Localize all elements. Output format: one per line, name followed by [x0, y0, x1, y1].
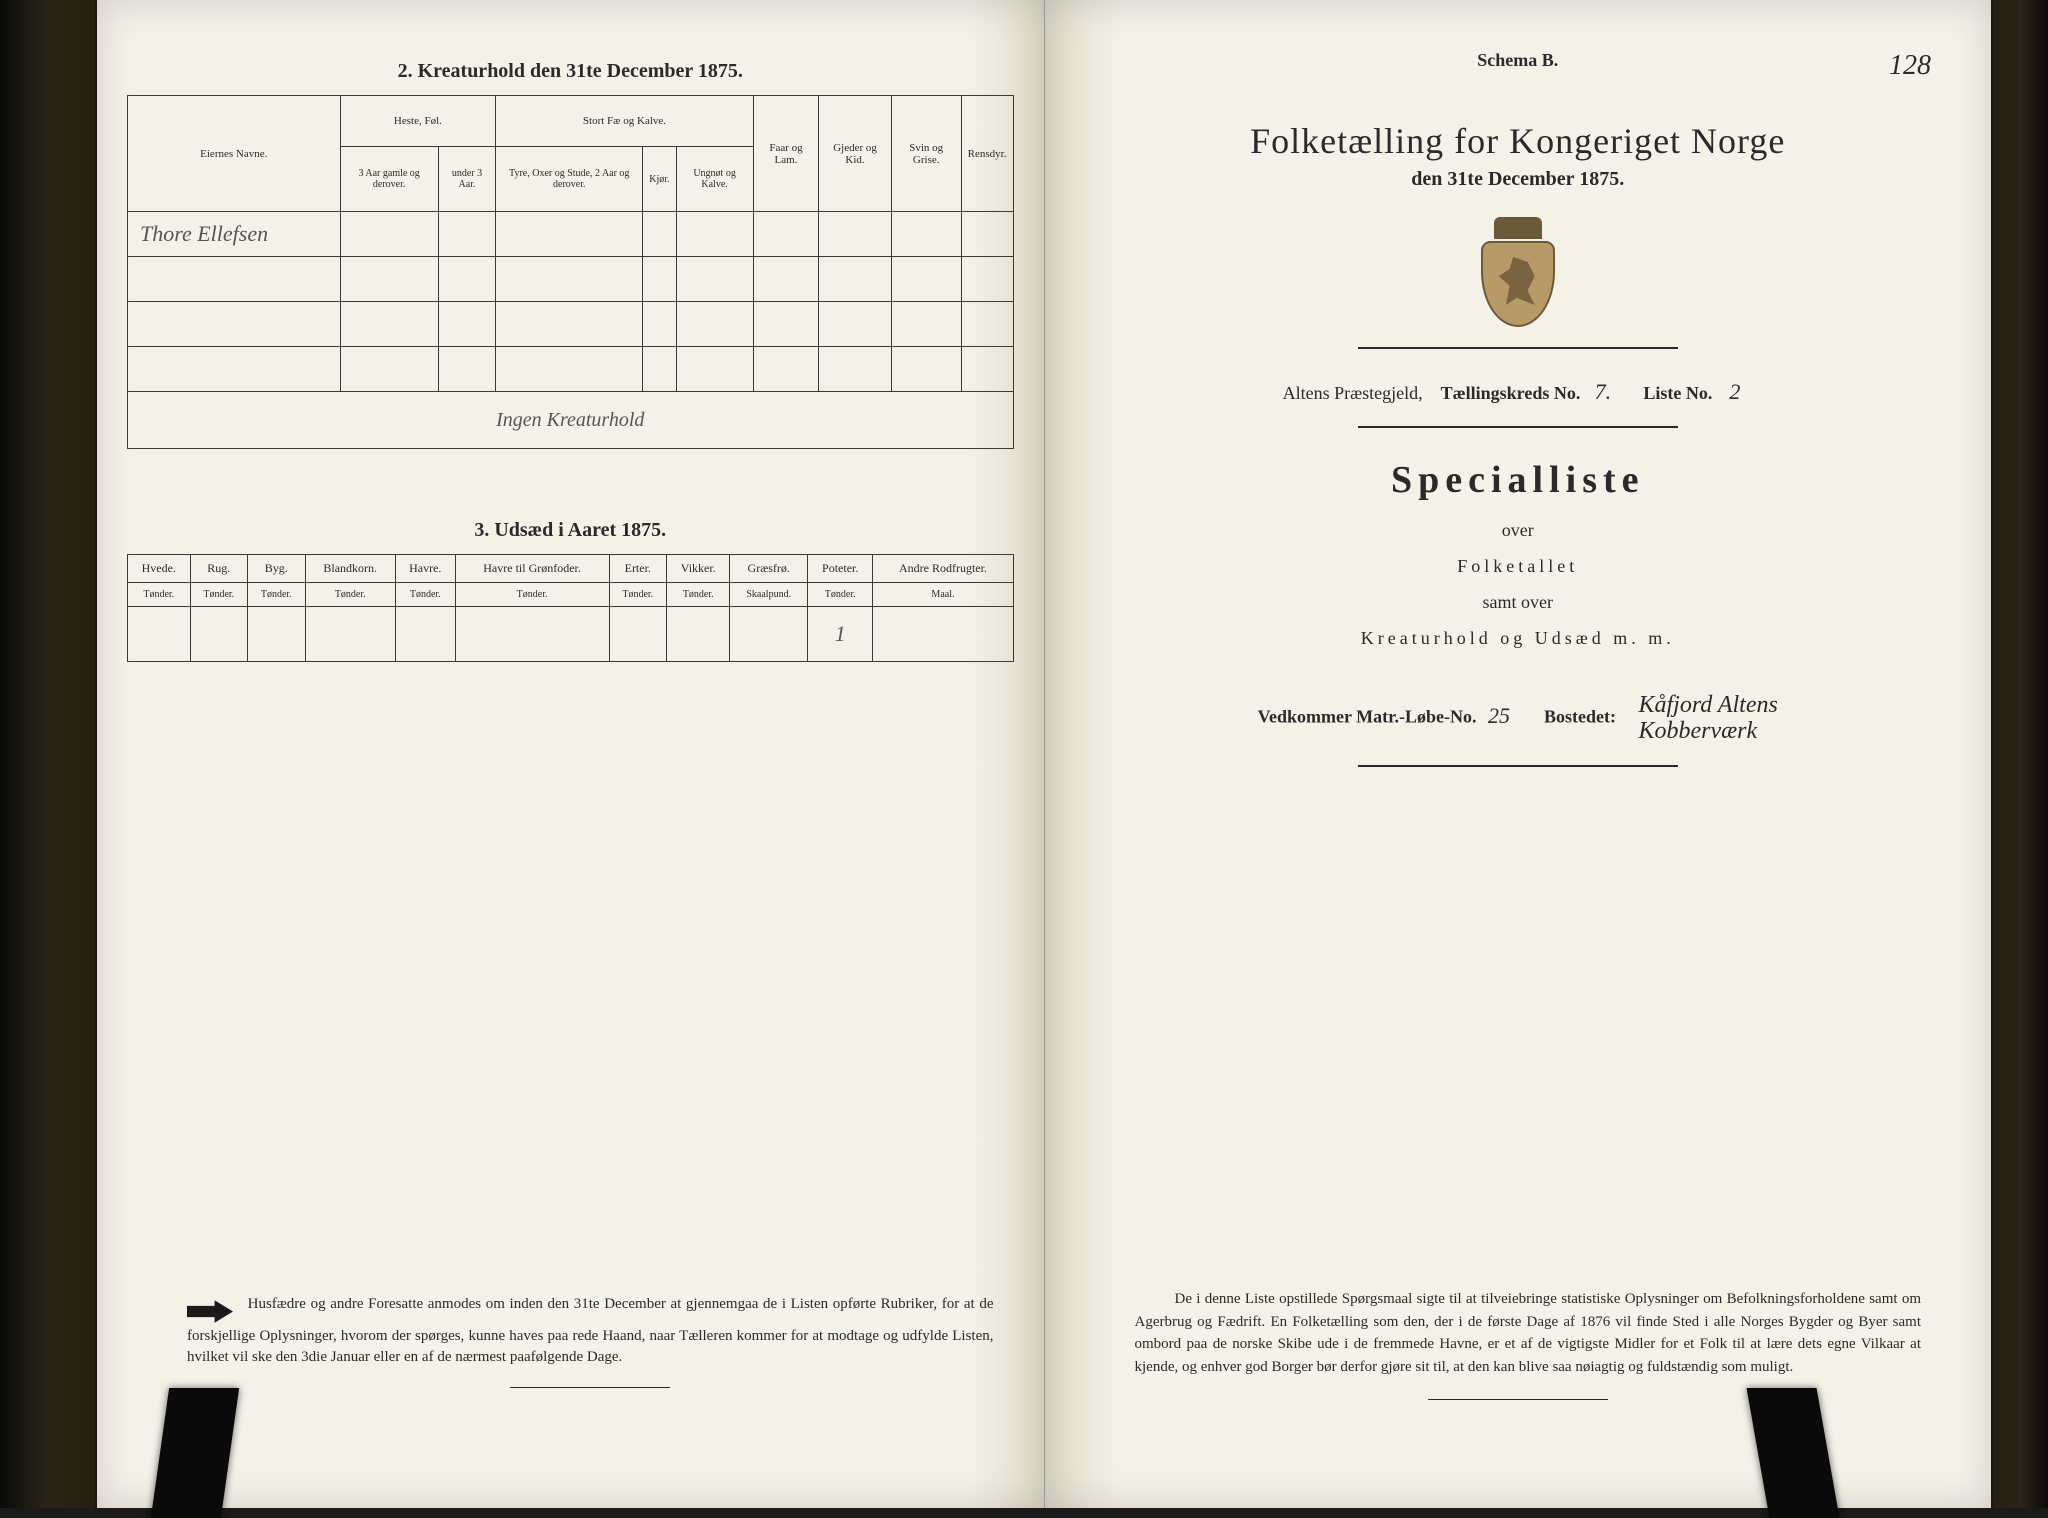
poteter-value: 1 [807, 607, 872, 662]
taellingskreds-no: 7. [1585, 379, 1621, 406]
divider [1358, 347, 1678, 349]
t2u4: Tønder. [395, 583, 455, 607]
praestegjeld-label: Altens Præstegjeld, [1283, 383, 1423, 403]
parish-line: Altens Præstegjeld, Tællingskreds No. 7.… [1075, 379, 1962, 406]
liste-no: 2 [1717, 379, 1753, 406]
binding-right [1991, 0, 2048, 1508]
schema-label: Schema B. [1477, 50, 1558, 71]
bostedet-hand: Kåfjord Altens Kobberværk [1638, 692, 1777, 745]
divider [1358, 426, 1678, 428]
table-row [128, 347, 1014, 392]
folketallet: Folketallet [1075, 548, 1962, 584]
t2c8: Græsfrø. [730, 555, 808, 583]
table-row: 1 [128, 607, 1014, 662]
owner-hand: Thore Ellefsen [128, 212, 341, 257]
t2u9: Tønder. [807, 583, 872, 607]
t2u10: Maal. [873, 583, 1013, 607]
table-row [128, 257, 1014, 302]
right-paragraph: De i denne Liste opstillede Spørgsmaal s… [1135, 1288, 1922, 1378]
pointing-hand-icon [187, 1298, 233, 1326]
section2-title: 2. Kreaturhold den 31te December 1875. [127, 60, 1014, 83]
divider [510, 1387, 670, 1388]
census-title: Folketælling for Kongeriget Norge [1075, 120, 1962, 162]
matr-row: Vedkommer Matr.-Løbe-No. 25 Bostedet: Kå… [1075, 692, 1962, 745]
sub-cattle-b: Kjør. [643, 147, 676, 212]
table-row [128, 302, 1014, 347]
col-rein: Rensdyr. [961, 96, 1013, 212]
coat-of-arms-icon [1473, 217, 1563, 327]
col-swine: Svin og Grise. [891, 96, 961, 212]
specialliste-lines: over Folketallet samt over Kreaturhold o… [1075, 512, 1962, 656]
t2c7: Vikker. [667, 555, 730, 583]
t2c2: Byg. [248, 555, 305, 583]
liste-label: Liste No. [1643, 383, 1712, 403]
page-number: 128 [1889, 50, 1931, 82]
sub-cattle-c: Ungnøt og Kalve. [676, 147, 753, 212]
section3-title: 3. Udsæd i Aaret 1875. [127, 519, 1014, 542]
t2c4: Havre. [395, 555, 455, 583]
samt-over: samt over [1075, 584, 1962, 620]
col-sheep: Faar og Lam. [753, 96, 819, 212]
grp-cattle: Stort Fæ og Kalve. [496, 96, 753, 147]
t2u7: Tønder. [667, 583, 730, 607]
left-footnote: Husfædre og andre Foresatte anmodes om i… [187, 1294, 994, 1389]
specialliste-title: Specialliste [1075, 458, 1962, 502]
t2u0: Tønder. [128, 583, 191, 607]
binding-left [0, 0, 97, 1508]
census-date: den 31te December 1875. [1075, 168, 1962, 191]
book-spread: 2. Kreaturhold den 31te December 1875. E… [0, 0, 2048, 1508]
sub-horse-b: under 3 Aar. [438, 147, 496, 212]
divider [1358, 765, 1678, 767]
taellingskreds-label: Tællingskreds No. [1441, 383, 1581, 403]
note-hand: Ingen Kreaturhold [128, 392, 1014, 449]
bostedet-line1: Kåfjord Altens [1638, 692, 1777, 718]
t2u3: Tønder. [305, 583, 395, 607]
t2c6: Erter. [609, 555, 666, 583]
sub-cattle-a: Tyre, Oxer og Stude, 2 Aar og derover. [496, 147, 643, 212]
divider [1428, 1399, 1608, 1400]
t2u1: Tønder. [190, 583, 247, 607]
t2c1: Rug. [190, 555, 247, 583]
footnote-text: Husfædre og andre Foresatte anmodes om i… [187, 1296, 994, 1366]
t2u2: Tønder. [248, 583, 305, 607]
table-row: Ingen Kreaturhold [128, 392, 1014, 449]
left-page: 2. Kreaturhold den 31te December 1875. E… [97, 0, 1045, 1508]
grp-horse: Heste, Føl. [340, 96, 496, 147]
t2u5: Tønder. [455, 583, 609, 607]
udsaed-table: Hvede. Rug. Byg. Blandkorn. Havre. Havre… [127, 554, 1014, 662]
matr-no: 25 [1481, 703, 1517, 730]
kreatur: Kreaturhold og Udsæd m. m. [1075, 620, 1962, 656]
table-row: Thore Ellefsen [128, 212, 1014, 257]
t2c9: Poteter. [807, 555, 872, 583]
bostedet-line2: Kobberværk [1638, 718, 1757, 744]
col-goat: Gjeder og Kid. [819, 96, 891, 212]
t2c3: Blandkorn. [305, 555, 395, 583]
kreaturhold-table: Eiernes Navne. Heste, Føl. Stort Fæ og K… [127, 95, 1014, 449]
t2c0: Hvede. [128, 555, 191, 583]
right-page: Schema B. 128 Folketælling for Kongerige… [1045, 0, 1992, 1508]
over: over [1075, 512, 1962, 548]
t2c10: Andre Rodfrugter. [873, 555, 1013, 583]
col-owner: Eiernes Navne. [128, 96, 341, 212]
right-content: Folketælling for Kongeriget Norge den 31… [1075, 120, 1962, 767]
sub-horse-a: 3 Aar gamle og derover. [340, 147, 438, 212]
t2u6: Tønder. [609, 583, 666, 607]
t2c5: Havre til Grønfoder. [455, 555, 609, 583]
bostedet-label: Bostedet: [1544, 707, 1616, 727]
matr-label: Vedkommer Matr.-Løbe-No. [1258, 707, 1477, 727]
t2u8: Skaalpund. [730, 583, 808, 607]
